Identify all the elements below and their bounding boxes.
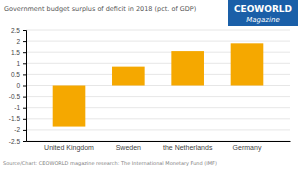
grid-line xyxy=(26,41,290,42)
logo-subtext: Magazine xyxy=(246,16,279,24)
tick: 1 xyxy=(16,60,26,67)
tick-label: -1 xyxy=(14,104,20,111)
grid xyxy=(26,30,290,141)
tick-mark xyxy=(23,141,26,142)
logo-text: CEOWORLD xyxy=(234,4,292,14)
plot: -2.5 -2 -1.5 -1 -0.5 0 0.5 1 1.5 2 2.5 United Kingd… xyxy=(9,27,291,152)
tick: 0.5 xyxy=(11,71,26,78)
tick: Germany xyxy=(233,144,262,152)
tick-mark xyxy=(23,30,26,31)
tick-mark xyxy=(23,119,26,120)
tick-label: 0.5 xyxy=(11,71,20,78)
grid-line xyxy=(26,30,290,31)
tick-label: -2 xyxy=(14,126,20,133)
tick-label: 1 xyxy=(16,60,20,67)
bar xyxy=(231,43,264,85)
grid-line xyxy=(26,141,290,142)
chart: Government budget surplus of deficit in … xyxy=(0,0,298,169)
tick-mark xyxy=(23,108,26,109)
tick-label: -1.5 xyxy=(9,115,21,122)
tick: -1 xyxy=(14,104,26,111)
bar xyxy=(112,67,145,86)
tick: 2 xyxy=(16,38,26,45)
tick-mark xyxy=(23,130,26,131)
axis-line xyxy=(27,141,291,142)
tick-label: the Netherlands xyxy=(163,144,213,151)
axis-line xyxy=(23,31,27,142)
tick: the Netherlands xyxy=(163,144,213,151)
tick-label: 1.5 xyxy=(11,49,20,56)
tick-label: -2.5 xyxy=(9,138,21,145)
tick-mark xyxy=(23,86,26,87)
logo: CEOWORLD Magazine xyxy=(228,0,298,26)
bar xyxy=(53,86,86,127)
tick: -1.5 xyxy=(9,115,26,122)
y-axis: -2.5 -2 -1.5 -1 -0.5 0 0.5 1 1.5 2 2.5 xyxy=(9,27,27,145)
tick-label: 2.5 xyxy=(11,27,20,34)
tick: -0.5 xyxy=(9,93,26,100)
tick: 0 xyxy=(16,82,26,89)
tick-mark xyxy=(23,41,26,42)
logo-box xyxy=(228,0,298,26)
tick-label: -0.5 xyxy=(9,93,21,100)
tick: -2.5 xyxy=(9,138,26,145)
tick-label: 0 xyxy=(16,82,20,89)
tick: -2 xyxy=(14,126,26,133)
tick-mark xyxy=(23,63,26,64)
grid-line xyxy=(26,129,290,130)
tick-label: Germany xyxy=(233,144,262,152)
tick: 1.5 xyxy=(11,49,26,56)
tick: United Kingdom xyxy=(44,144,94,152)
source: Source/Chart: CEOWORLD magazine research… xyxy=(3,160,217,167)
tick-label: Sweden xyxy=(116,144,141,151)
tick-mark xyxy=(23,74,26,75)
bars xyxy=(53,43,264,126)
bar xyxy=(171,51,204,85)
x-axis: United Kingdom Sweden the Netherlands Germa… xyxy=(27,142,291,152)
title: Government budget surplus of deficit in … xyxy=(4,5,196,13)
tick-label: United Kingdom xyxy=(44,144,94,152)
tick-mark xyxy=(23,97,26,98)
tick-label: 2 xyxy=(16,38,20,45)
tick: 2.5 xyxy=(11,27,26,34)
tick: Sweden xyxy=(116,144,141,151)
tick-mark xyxy=(23,52,26,53)
